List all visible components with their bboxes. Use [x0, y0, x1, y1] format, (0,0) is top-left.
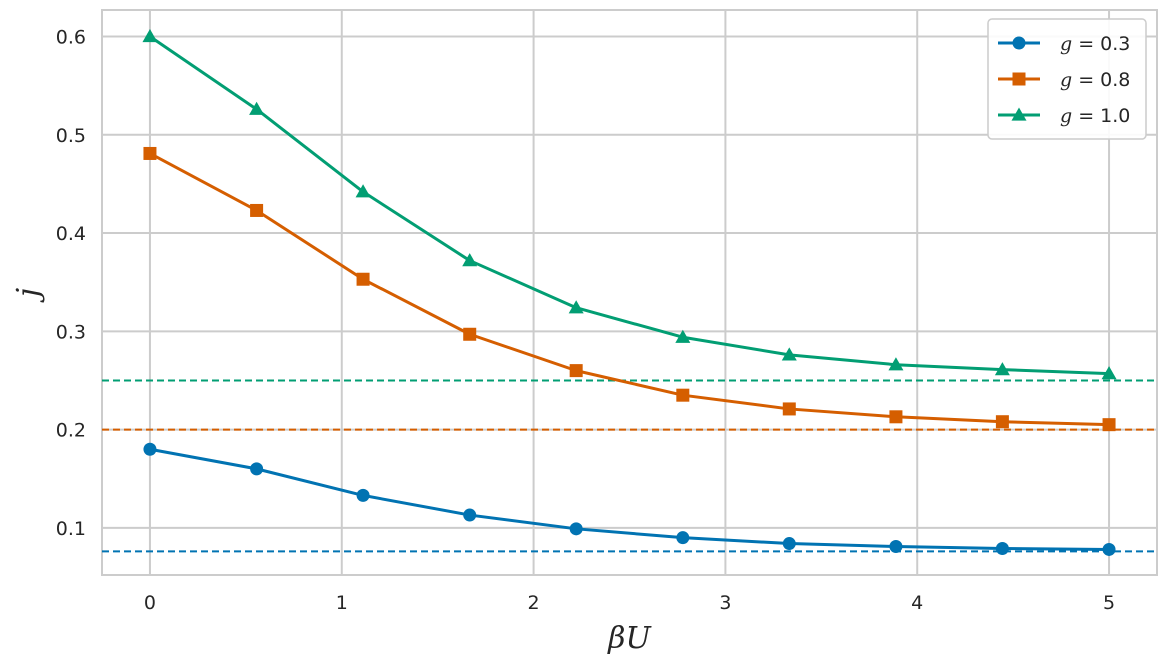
series-g-0.3 [143, 442, 1116, 556]
data-point [355, 184, 371, 198]
data-point [1012, 36, 1026, 50]
data-point [781, 347, 797, 361]
data-point [569, 522, 583, 536]
legend-item: g = 0.3 [998, 33, 1130, 55]
data-point [356, 272, 370, 286]
y-axis-label: j [11, 288, 46, 303]
data-point [142, 29, 158, 43]
series-line [149, 35, 1110, 376]
plot-area [101, 9, 1158, 576]
legend-item: g = 0.8 [998, 69, 1130, 91]
legend-item: g = 1.0 [998, 105, 1130, 127]
data-point [356, 488, 370, 502]
series-layer [142, 29, 1117, 556]
y-tick-labels: 0.1 0.2 0.3 0.4 0.5 0.6 [56, 27, 86, 540]
legend-box [987, 18, 1147, 140]
data-point [463, 508, 477, 522]
x-tick-label: 3 [719, 592, 731, 614]
x-tick-label: 4 [911, 592, 923, 614]
data-point [782, 402, 796, 416]
data-point [995, 541, 1009, 555]
data-point [994, 362, 1010, 376]
data-point [249, 101, 265, 115]
y-tick-label: 0.3 [56, 321, 86, 343]
data-point [1102, 418, 1116, 432]
x-tick-label: 0 [144, 592, 156, 614]
data-point [676, 531, 690, 545]
data-point [782, 537, 796, 551]
data-point [889, 540, 903, 554]
y-tick-label: 0.1 [56, 518, 86, 540]
x-tick-label: 5 [1103, 592, 1115, 614]
x-tick-labels: 0 1 2 3 4 5 [144, 592, 1115, 614]
y-tick-label: 0.2 [56, 420, 86, 442]
data-point [569, 364, 583, 378]
data-point [995, 415, 1009, 429]
data-point [568, 300, 584, 314]
data-point [250, 462, 264, 476]
data-point [676, 388, 690, 402]
series-line [149, 152, 1110, 427]
legend-label: g = 0.3 [1060, 33, 1130, 55]
data-point [463, 327, 477, 341]
y-tick-label: 0.6 [56, 27, 86, 49]
data-point [1101, 366, 1117, 380]
grid-lines [102, 10, 1157, 575]
x-tick-label: 1 [336, 592, 348, 614]
data-point [143, 146, 157, 160]
legend-label: g = 0.8 [1060, 69, 1130, 91]
y-tick-label: 0.5 [56, 125, 86, 147]
series-line [149, 447, 1110, 551]
series-g-0.8 [143, 146, 1116, 432]
data-point [462, 253, 478, 267]
data-point [1012, 72, 1026, 86]
x-axis-label: βU [607, 621, 652, 656]
data-point [889, 410, 903, 424]
data-point [675, 329, 691, 343]
data-point [1011, 107, 1027, 121]
legend-label: g = 1.0 [1060, 105, 1130, 127]
data-point [250, 203, 264, 217]
data-point [888, 357, 904, 371]
y-tick-label: 0.4 [56, 223, 86, 245]
x-tick-label: 2 [528, 592, 540, 614]
legend: g = 0.3 g = 0.8 g = 1.0 [987, 18, 1147, 140]
data-point [1102, 542, 1116, 556]
series-g-1.0 [142, 29, 1117, 380]
data-point [143, 442, 157, 456]
